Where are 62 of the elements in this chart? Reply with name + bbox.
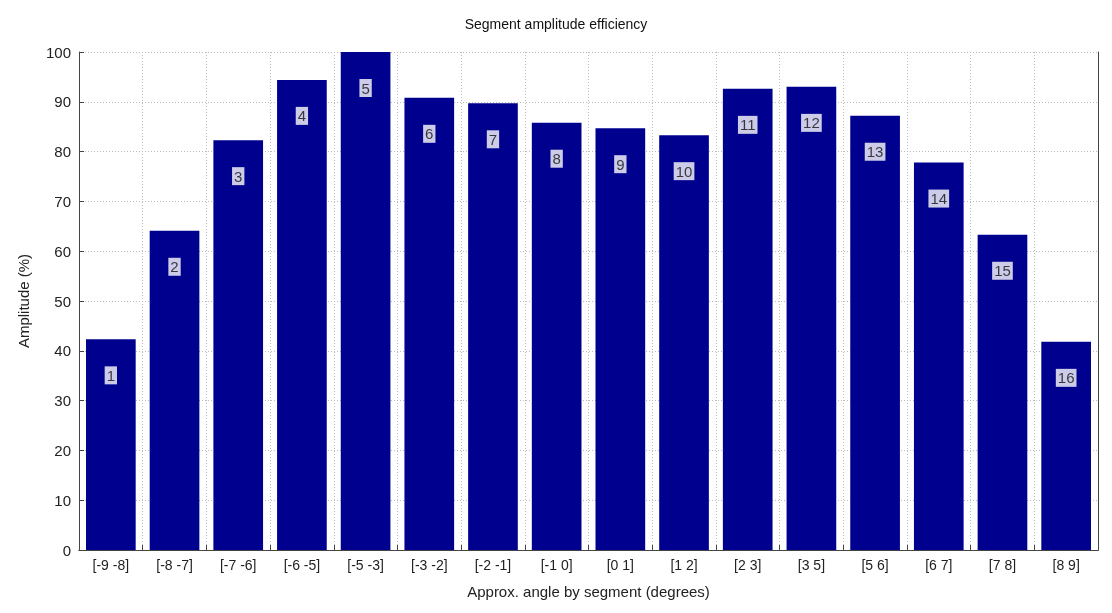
bar xyxy=(213,140,264,550)
annotation: 10 xyxy=(675,162,693,180)
x-tick-label: [-7 -6] xyxy=(219,557,257,573)
bar xyxy=(659,135,709,550)
y-tick-label: 80 xyxy=(54,143,71,161)
annotation: 7 xyxy=(488,130,498,148)
annotation: 12 xyxy=(803,114,820,132)
x-tick-label: [6 7] xyxy=(925,557,953,573)
annotation: 13 xyxy=(866,143,884,161)
x-tick-label: [-9 -8] xyxy=(92,557,130,573)
y-tick-label: 50 xyxy=(54,292,71,310)
x-tick-label: [0 1] xyxy=(606,557,634,573)
bar xyxy=(149,230,200,550)
bar xyxy=(786,86,837,550)
annotation: 3 xyxy=(234,167,243,185)
annotation: 8 xyxy=(552,150,561,168)
annotation: 5 xyxy=(361,79,370,97)
bar xyxy=(404,97,455,550)
annotation: 2 xyxy=(170,258,179,276)
bar xyxy=(86,339,136,550)
x-tick-label: [-6 -5] xyxy=(283,557,321,573)
y-axis-title: Amplitude (%) xyxy=(15,253,32,349)
bar xyxy=(913,162,964,550)
y-tick-label: 60 xyxy=(54,242,71,260)
bar xyxy=(1041,341,1091,550)
x-tick-label: [5 6] xyxy=(861,557,889,573)
x-tick-label: [-1 0] xyxy=(540,557,573,573)
x-tick-label: [1 2] xyxy=(670,557,698,573)
annotation: 9 xyxy=(616,155,625,173)
bar xyxy=(531,122,582,550)
annotation: 6 xyxy=(425,125,434,143)
x-tick-label: [-8 -7] xyxy=(156,557,193,573)
annotation: 4 xyxy=(297,107,307,125)
bar xyxy=(722,88,773,550)
annotation: 14 xyxy=(930,190,948,208)
bar xyxy=(468,103,518,550)
x-tick-label: [8 9] xyxy=(1052,557,1080,573)
annotation: 1 xyxy=(106,366,116,384)
x-tick-label: [3 5] xyxy=(797,557,826,573)
y-tick-label: 10 xyxy=(54,491,71,509)
x-axis-title: Approx. angle by segment (degrees) xyxy=(467,583,710,600)
y-tick-label: 0 xyxy=(62,541,71,559)
annotation: 15 xyxy=(994,262,1011,280)
bar xyxy=(340,52,391,550)
y-tick-label: 90 xyxy=(54,93,71,111)
x-tick-label: [2 3] xyxy=(734,557,762,573)
chart-title: Segment amplitude efficiency xyxy=(464,16,648,32)
annotation: 16 xyxy=(1057,369,1075,387)
x-tick-label: [-5 -3] xyxy=(347,557,384,573)
x-tick-label: [7 8] xyxy=(988,557,1017,573)
y-tick-label: 40 xyxy=(54,342,71,360)
x-tick-label: [-2 -1] xyxy=(474,557,512,573)
bar xyxy=(977,234,1028,550)
bar xyxy=(850,115,900,550)
y-tick-label: 30 xyxy=(54,392,71,410)
bar xyxy=(277,79,327,550)
bar xyxy=(595,128,646,550)
x-tick-label: [-3 -2] xyxy=(410,557,448,573)
annotation: 11 xyxy=(739,116,756,134)
y-tick-label: 100 xyxy=(45,43,71,61)
y-tick-label: 20 xyxy=(54,441,71,459)
y-tick-label: 70 xyxy=(54,192,71,210)
